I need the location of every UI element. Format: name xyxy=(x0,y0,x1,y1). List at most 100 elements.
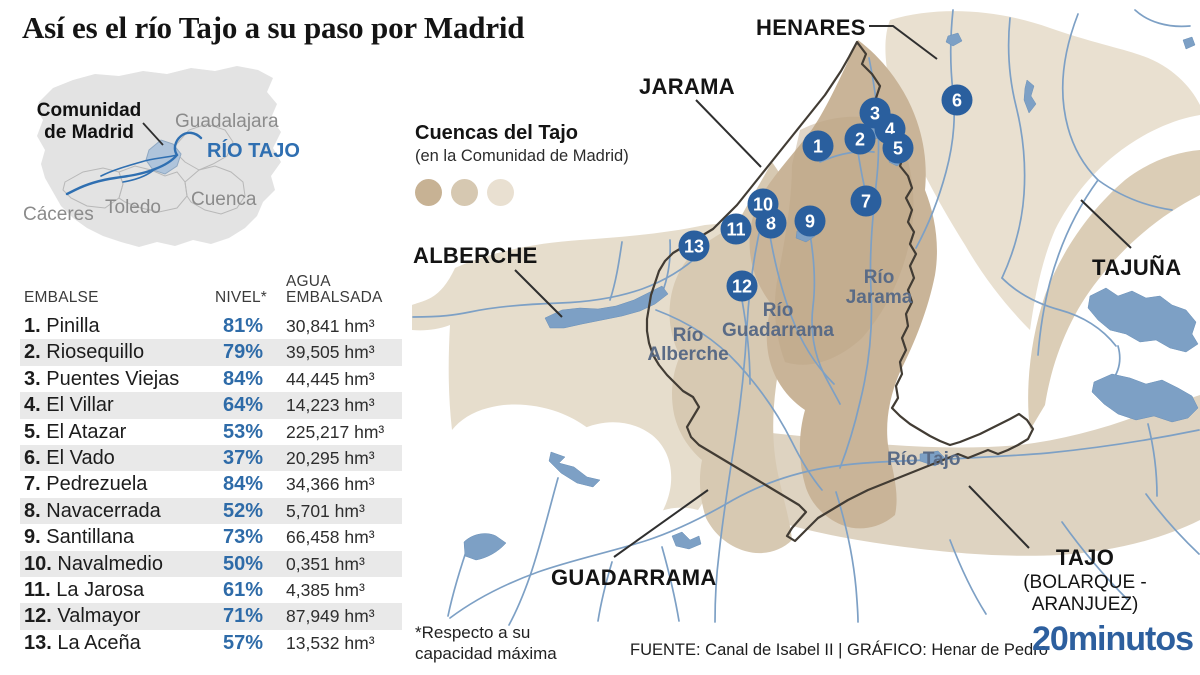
svg-text:Guadarrama: Guadarrama xyxy=(722,320,834,341)
reservoir-marker-7: 7 xyxy=(850,185,882,217)
row-number: 10. xyxy=(24,552,52,575)
svg-text:(BOLARQUE -: (BOLARQUE - xyxy=(1023,572,1147,593)
reservoir-marker-2: 2 xyxy=(844,123,876,155)
row-name: Navalmedio xyxy=(51,552,163,575)
table-row: 12. Valmayor 71% 87,949 hm³ xyxy=(20,603,402,630)
row-volume: 44,445 hm³ xyxy=(286,368,375,389)
alberche-basin-label: ALBERCHE xyxy=(413,243,538,268)
legend-swatches xyxy=(415,179,665,206)
svg-text:12: 12 xyxy=(732,277,752,297)
basins-legend: Cuencas del Tajo (en la Comunidad de Mad… xyxy=(415,122,665,206)
reservoir-marker-1: 1 xyxy=(802,130,834,162)
river-labels: Río Jarama Río Guadarrama Río Alberche R… xyxy=(647,267,960,470)
row-level: 57% xyxy=(222,631,263,654)
row-level: 52% xyxy=(222,499,263,522)
table-row: 13. La Aceña 57% 13,532 hm³ xyxy=(20,630,402,656)
row-volume: 13,532 hm³ xyxy=(286,632,375,653)
row-volume: 14,223 hm³ xyxy=(286,395,375,416)
table-row: 5. El Atazar 53% 225,217 hm³ xyxy=(20,419,402,445)
henares-callout-line xyxy=(869,25,938,60)
table-row: 1. Pinilla 81% 30,841 hm³ xyxy=(20,313,402,339)
row-volume: 39,505 hm³ xyxy=(286,342,375,363)
reservoir-marker-12: 12 xyxy=(726,270,758,302)
row-volume: 225,217 hm³ xyxy=(286,421,385,442)
legend-swatch-dark xyxy=(415,179,442,206)
row-number: 9. xyxy=(24,526,41,549)
row-number: 11. xyxy=(24,578,51,601)
table-row: 3. Puentes Viejas 84% 44,445 hm³ xyxy=(20,366,402,392)
svg-text:8: 8 xyxy=(766,214,776,234)
spain-locator-map: Comunidad de Madrid Guadalajara RÍO TAJO… xyxy=(15,54,320,264)
table-row: 4. El Villar 64% 14,223 hm³ xyxy=(20,392,402,419)
reservoir-table-body: 1. Pinilla 81% 30,841 hm³ 2. Riosequillo… xyxy=(20,313,402,656)
header-agua-embalsada: AGUA EMBALSADA xyxy=(286,273,383,306)
reservoir-table: EMBALSE NIVEL* AGUA EMBALSADA 1. Pinilla… xyxy=(20,274,402,656)
row-volume: 30,841 hm³ xyxy=(286,316,375,336)
table-row: 6. El Vado 37% 20,295 hm³ xyxy=(20,444,402,472)
row-level: 50% xyxy=(222,552,263,575)
row-name: Pedrezuela xyxy=(40,473,148,496)
row-level: 37% xyxy=(222,446,263,469)
row-name: El Villar xyxy=(40,394,114,417)
legend-title: Cuencas del Tajo xyxy=(415,122,579,144)
row-name: Puentes Viejas xyxy=(40,367,180,390)
header-nivel: NIVEL* xyxy=(215,289,268,306)
row-name: Pinilla xyxy=(40,315,100,337)
row-name: Santillana xyxy=(40,526,135,549)
spain-map-svg: Comunidad de Madrid Guadalajara RÍO TAJO… xyxy=(23,66,300,247)
rio-jarama-label: Río xyxy=(864,267,895,288)
row-number: 3. xyxy=(24,367,41,390)
reservoir-marker-9: 9 xyxy=(794,205,826,237)
row-level: 81% xyxy=(222,315,263,337)
guadarrama-callout-line xyxy=(613,489,709,558)
tajuna-callout-line xyxy=(1080,199,1132,249)
svg-text:13: 13 xyxy=(684,237,704,257)
svg-text:11: 11 xyxy=(726,220,745,240)
reservoir-marker-13: 13 xyxy=(678,230,710,262)
capacity-footnote: *Respecto a su capacidad máxima xyxy=(415,623,557,663)
row-name: Valmayor xyxy=(51,605,141,628)
rio-alberche-label: Río xyxy=(673,325,704,346)
guadarrama-basin-label: GUADARRAMA xyxy=(551,565,717,590)
row-level: 53% xyxy=(222,420,263,443)
page-title: Así es el río Tajo a su paso por Madrid xyxy=(22,10,525,45)
row-number: 1. xyxy=(24,315,41,337)
table-row: 10. Navalmedio 50% 0,351 hm³ xyxy=(20,550,402,577)
rio-tajo-label: Río Tajo xyxy=(887,449,961,470)
basin-labels: HENARES JARAMA ALBERCHE TAJUÑA GUADARRAM… xyxy=(413,15,1181,615)
svg-text:6: 6 xyxy=(952,91,962,111)
svg-text:ARANJUEZ): ARANJUEZ) xyxy=(1032,594,1139,615)
row-level: 64% xyxy=(222,394,263,417)
row-name: La Aceña xyxy=(51,631,141,654)
svg-text:9: 9 xyxy=(805,212,815,232)
row-name: La Jarosa xyxy=(50,578,145,601)
row-number: 2. xyxy=(24,341,41,364)
basin-tajuna-shape xyxy=(1028,150,1200,430)
row-level: 84% xyxy=(222,473,263,496)
row-number: 12. xyxy=(24,605,52,628)
toledo-label: Toledo xyxy=(105,197,161,218)
row-name: Navacerrada xyxy=(40,499,161,522)
tajo-basin-label: TAJO xyxy=(1056,545,1114,570)
rio-tajo-mini-label: RÍO TAJO xyxy=(207,139,300,162)
basin-jarama-dark-patch xyxy=(774,116,914,365)
legend-swatch-light xyxy=(487,179,514,206)
row-level: 84% xyxy=(222,367,263,390)
rivers-layer xyxy=(412,9,1200,626)
caceres-label: Cáceres xyxy=(23,204,94,225)
row-number: 13. xyxy=(24,631,52,654)
row-number: 5. xyxy=(24,420,41,443)
row-level: 79% xyxy=(222,341,263,364)
alberche-callout-line xyxy=(514,269,563,318)
table-row: 8. Navacerrada 52% 5,701 hm³ xyxy=(20,497,402,525)
row-number: 4. xyxy=(24,394,41,417)
reservoir-marker-11: 11 xyxy=(720,213,752,245)
reservoir-marker-10: 10 xyxy=(747,188,779,220)
row-volume: 0,351 hm³ xyxy=(286,553,365,574)
mini-tajo-river xyxy=(65,131,203,196)
svg-text:Jarama: Jarama xyxy=(846,287,913,308)
tajo-callout-line xyxy=(968,485,1030,549)
